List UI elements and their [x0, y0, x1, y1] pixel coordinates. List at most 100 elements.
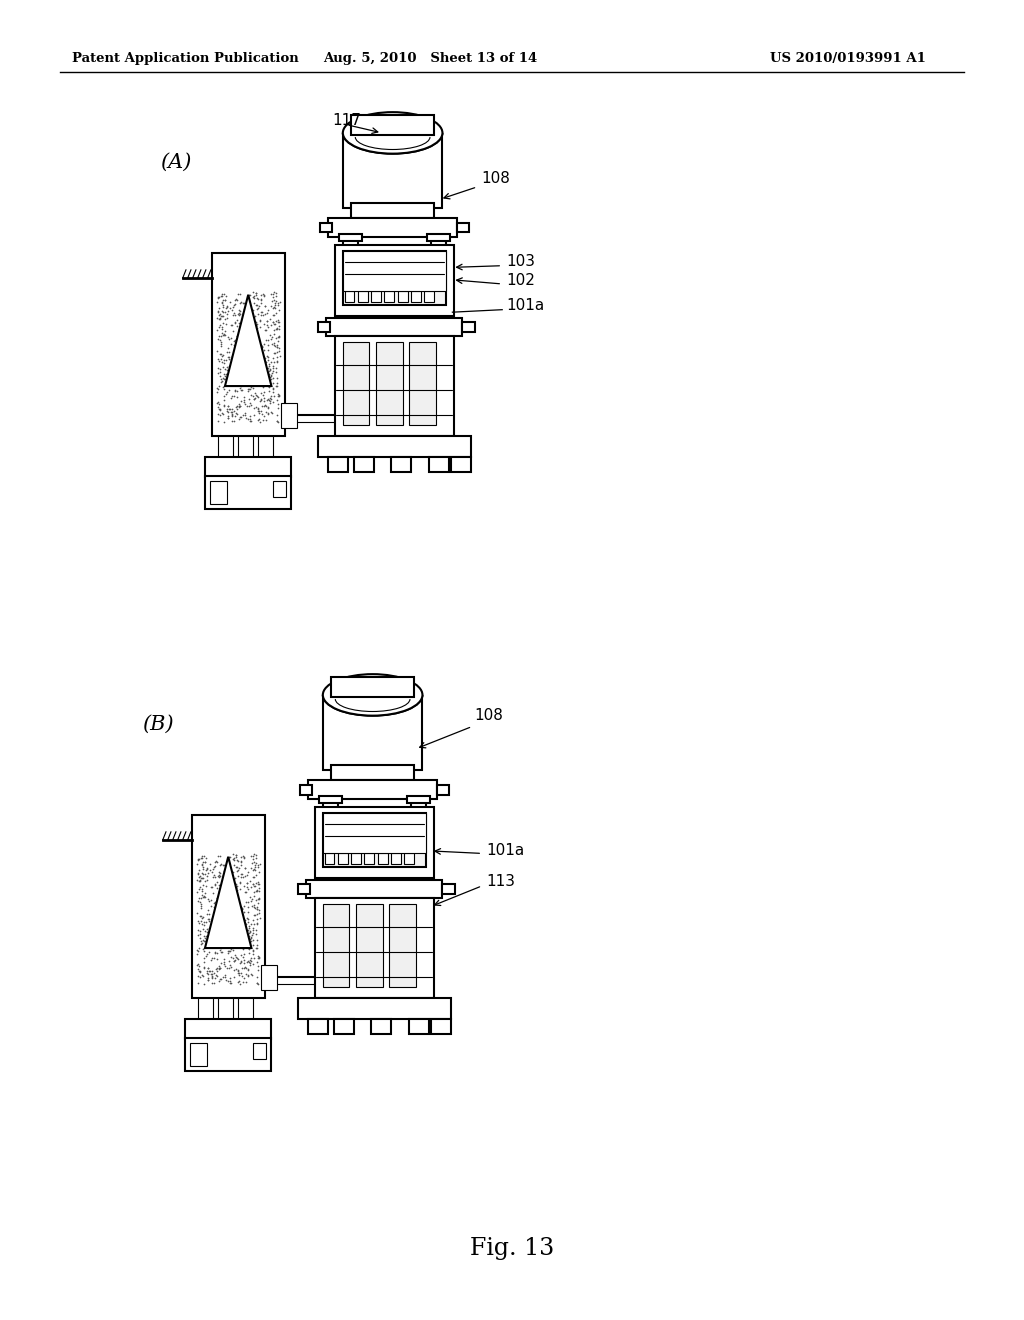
Point [232, 317, 249, 338]
Point [243, 305, 259, 326]
Bar [317, 322, 331, 333]
Bar [273, 480, 287, 498]
Point [249, 899, 265, 920]
Point [206, 933, 222, 954]
Point [237, 957, 253, 978]
Point [242, 949, 258, 970]
Point [269, 334, 286, 355]
Point [201, 908, 217, 929]
Point [247, 859, 263, 880]
Point [209, 878, 225, 899]
Point [245, 873, 261, 894]
Point [224, 847, 241, 869]
Point [265, 352, 282, 374]
Point [240, 960, 256, 981]
Point [225, 351, 242, 372]
Point [246, 895, 262, 916]
Point [215, 368, 231, 389]
Point [216, 350, 232, 371]
Point [215, 854, 231, 875]
Point [217, 966, 233, 987]
Point [206, 857, 222, 878]
Point [239, 873, 255, 894]
Point [229, 403, 246, 424]
Point [230, 970, 247, 991]
Point [246, 310, 262, 331]
Point [247, 876, 263, 898]
Point [211, 317, 227, 338]
Point [232, 327, 249, 348]
Point [216, 323, 232, 345]
Point [233, 326, 250, 347]
Point [195, 919, 211, 940]
Point [231, 393, 248, 414]
Point [233, 389, 250, 411]
Point [232, 950, 249, 972]
Point [263, 403, 280, 424]
Point [223, 932, 240, 953]
Point [219, 888, 236, 909]
Point [221, 879, 238, 900]
Point [267, 335, 284, 356]
Point [231, 300, 248, 321]
Point [208, 958, 224, 979]
Point [233, 380, 250, 401]
Bar [351, 115, 434, 136]
Point [204, 946, 220, 968]
Point [232, 873, 249, 894]
Point [220, 915, 237, 936]
Point [220, 957, 237, 978]
Point [246, 843, 262, 865]
Point [256, 391, 272, 412]
Point [224, 843, 241, 865]
Point [211, 865, 227, 886]
Point [233, 308, 250, 329]
Point [243, 876, 259, 898]
Point [248, 890, 264, 911]
Point [228, 857, 245, 878]
Point [204, 861, 220, 882]
Point [209, 961, 225, 982]
Point [263, 296, 280, 317]
Point [210, 912, 226, 933]
Point [246, 335, 262, 356]
Point [240, 323, 256, 345]
Point [215, 966, 231, 987]
Point [239, 935, 255, 956]
Point [216, 395, 232, 416]
Point [209, 411, 225, 432]
Point [230, 304, 247, 325]
Point [268, 290, 285, 312]
Point [226, 899, 243, 920]
Point [225, 966, 242, 987]
Point [218, 873, 234, 894]
Point [212, 940, 228, 961]
Point [190, 961, 207, 982]
Point [230, 962, 247, 983]
Point [195, 867, 211, 888]
Point [250, 403, 266, 424]
Point [240, 908, 256, 929]
Point [213, 333, 229, 354]
Bar [199, 998, 213, 1022]
Point [269, 412, 286, 433]
Point [221, 355, 238, 376]
Point [222, 388, 239, 409]
Bar [357, 290, 368, 302]
Point [262, 284, 279, 305]
Bar [371, 290, 381, 302]
Point [221, 870, 238, 891]
Point [226, 294, 243, 315]
Point [213, 315, 229, 337]
Point [217, 313, 233, 334]
Point [211, 884, 227, 906]
Point [237, 902, 253, 923]
Point [259, 375, 275, 396]
Point [222, 867, 239, 888]
Point [214, 290, 230, 312]
Point [260, 380, 276, 401]
Point [245, 923, 261, 944]
Point [191, 866, 208, 887]
Point [243, 301, 259, 322]
Point [214, 886, 230, 907]
